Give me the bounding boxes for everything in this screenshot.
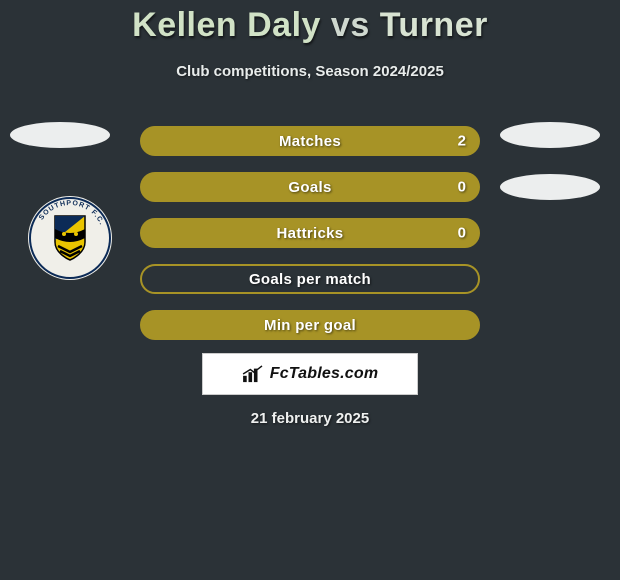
crest-icon: SOUTHPORT F.C.	[28, 196, 112, 280]
stat-value: 0	[458, 225, 466, 242]
player2-headshot-placeholder-2	[500, 174, 600, 200]
player2-headshot-placeholder-1	[500, 122, 600, 148]
stat-label: Matches	[279, 133, 341, 150]
stat-label: Min per goal	[264, 317, 356, 334]
player1-headshot-placeholder	[10, 122, 110, 148]
vs-separator: vs	[331, 6, 370, 44]
stat-label: Goals	[288, 179, 331, 196]
player1-name: Kellen Daly	[132, 6, 321, 44]
club-crest: SOUTHPORT F.C.	[28, 196, 112, 280]
stat-row: Min per goal	[140, 310, 480, 340]
stat-row: Hattricks 0	[140, 218, 480, 248]
snapshot-date: 21 february 2025	[0, 410, 620, 427]
stat-value: 0	[458, 179, 466, 196]
brand-badge[interactable]: FcTables.com	[202, 353, 418, 395]
bar-chart-icon	[242, 365, 264, 383]
brand-text: FcTables.com	[270, 365, 379, 383]
stat-row: Goals 0	[140, 172, 480, 202]
page-title: Kellen Daly vs Turner	[0, 0, 620, 45]
stat-value: 2	[458, 133, 466, 150]
stat-label: Hattricks	[277, 225, 344, 242]
stat-row: Goals per match	[140, 264, 480, 294]
stat-rows: Matches 2 Goals 0 Hattricks 0 Goals per match M…	[140, 110, 480, 340]
player2-name: Turner	[380, 6, 488, 44]
subtitle: Club competitions, Season 2024/2025	[0, 63, 620, 80]
stat-label: Goals per match	[249, 271, 371, 288]
stat-row: Matches 2	[140, 126, 480, 156]
